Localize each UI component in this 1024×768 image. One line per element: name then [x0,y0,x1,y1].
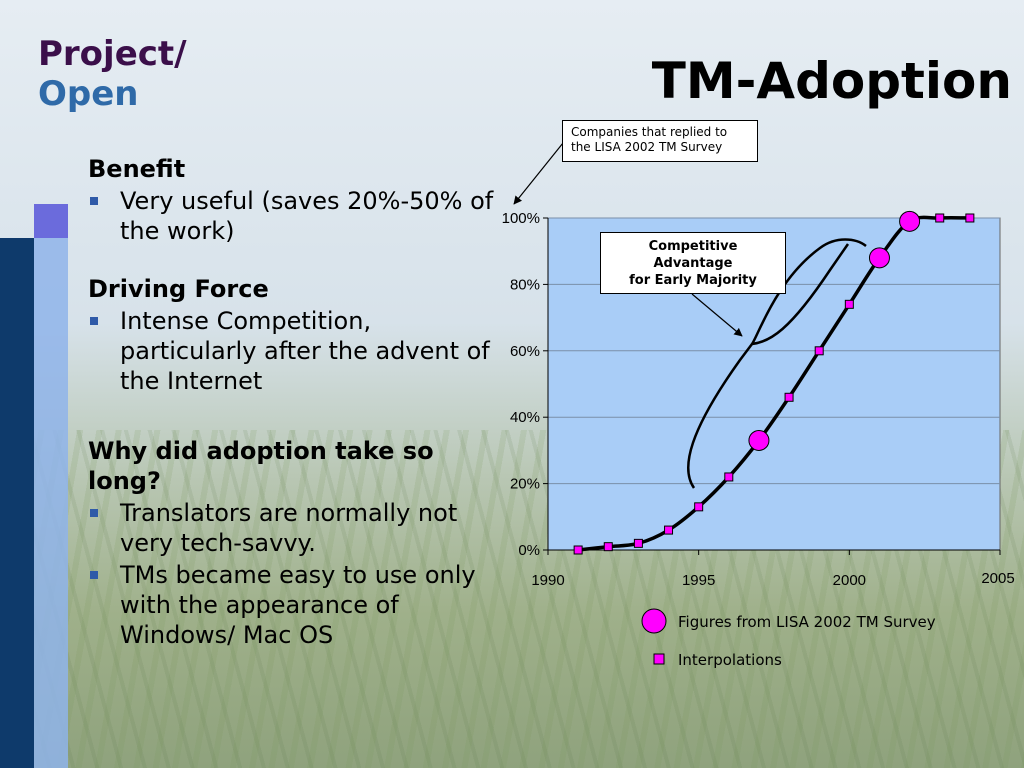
y-tick-label: 60% [510,343,540,360]
interpolation-point [965,213,975,223]
bullet-item: TMs became easy to use only with the app… [88,560,498,650]
interpolation-point [694,502,704,512]
bullet-item: Very useful (saves 20%-50% of the work) [88,186,498,246]
x-tick-label: 2005 [981,570,1014,587]
y-tick-label: 40% [510,409,540,426]
advantage-callout-line: for Early Majority [629,273,757,288]
advantage-callout-line: Competitive [648,239,738,254]
bullet-icon [90,509,98,517]
advantage-arrow [691,293,743,337]
brace-right [751,243,850,346]
interpolation-point [573,545,583,555]
decor-bar-light [34,238,68,768]
x-tick-label: 2000 [833,572,866,589]
section-heading: Driving Force [88,275,269,303]
bullet-text: Translators are normally not very tech-s… [120,499,458,557]
y-tick-label: 0% [518,542,540,559]
bullet-icon [90,197,98,205]
bullet-text: TMs became easy to use only with the app… [120,561,476,649]
project-label-line1: Project/ [38,34,187,74]
interpolation-point [724,472,734,482]
x-tick-label: 1995 [682,572,715,589]
y-tick-label: 20% [510,476,540,493]
survey-callout-line: the LISA 2002 TM Survey [571,140,723,154]
y-tick-label: 80% [510,276,540,293]
decor-square-purple [34,204,68,238]
bullet-item: Intense Competition, particularly after … [88,306,498,396]
bullet-text: Very useful (saves 20%-50% of the work) [120,187,494,245]
legend-label-interp: Interpolations [678,651,782,669]
survey-point [899,210,921,232]
survey-callout-line: Companies that replied to [571,125,728,139]
interpolation-point [935,213,945,223]
bullet-icon [90,317,98,325]
legend-marker-interp [653,653,665,665]
project-label-line2: Open [38,74,139,114]
brace-left [687,238,867,489]
section-heading: Benefit [88,155,186,183]
decor-bar-dark [0,238,34,768]
interpolation-point [844,299,854,309]
interpolation-point [784,392,794,402]
survey-point [868,247,890,269]
bullet-icon [90,571,98,579]
interpolation-point [814,346,824,356]
interpolation-point [633,538,643,548]
text-panel: Benefit Very useful (saves 20%-50% of th… [88,154,498,650]
legend-marker-survey [641,608,667,634]
survey-point [748,429,770,451]
y-tick-label: 100% [502,210,540,227]
bullet-item: Translators are normally not very tech-s… [88,498,498,558]
slide-title: TM-Adoption [651,52,1012,110]
bullet-text: Intense Competition, particularly after … [120,307,490,395]
survey-arrow [513,142,564,205]
legend-label-survey: Figures from LISA 2002 TM Survey [678,613,936,631]
advantage-callout-line: Advantage [653,256,733,271]
survey-callout: Companies that replied to the LISA 2002 … [562,120,758,162]
x-tick-label: 1990 [531,572,564,589]
advantage-callout: Competitive Advantage for Early Majority [600,232,786,294]
interpolation-point [603,542,613,552]
section-heading: Why did adoption take so long? [88,437,434,495]
interpolation-point [664,525,674,535]
